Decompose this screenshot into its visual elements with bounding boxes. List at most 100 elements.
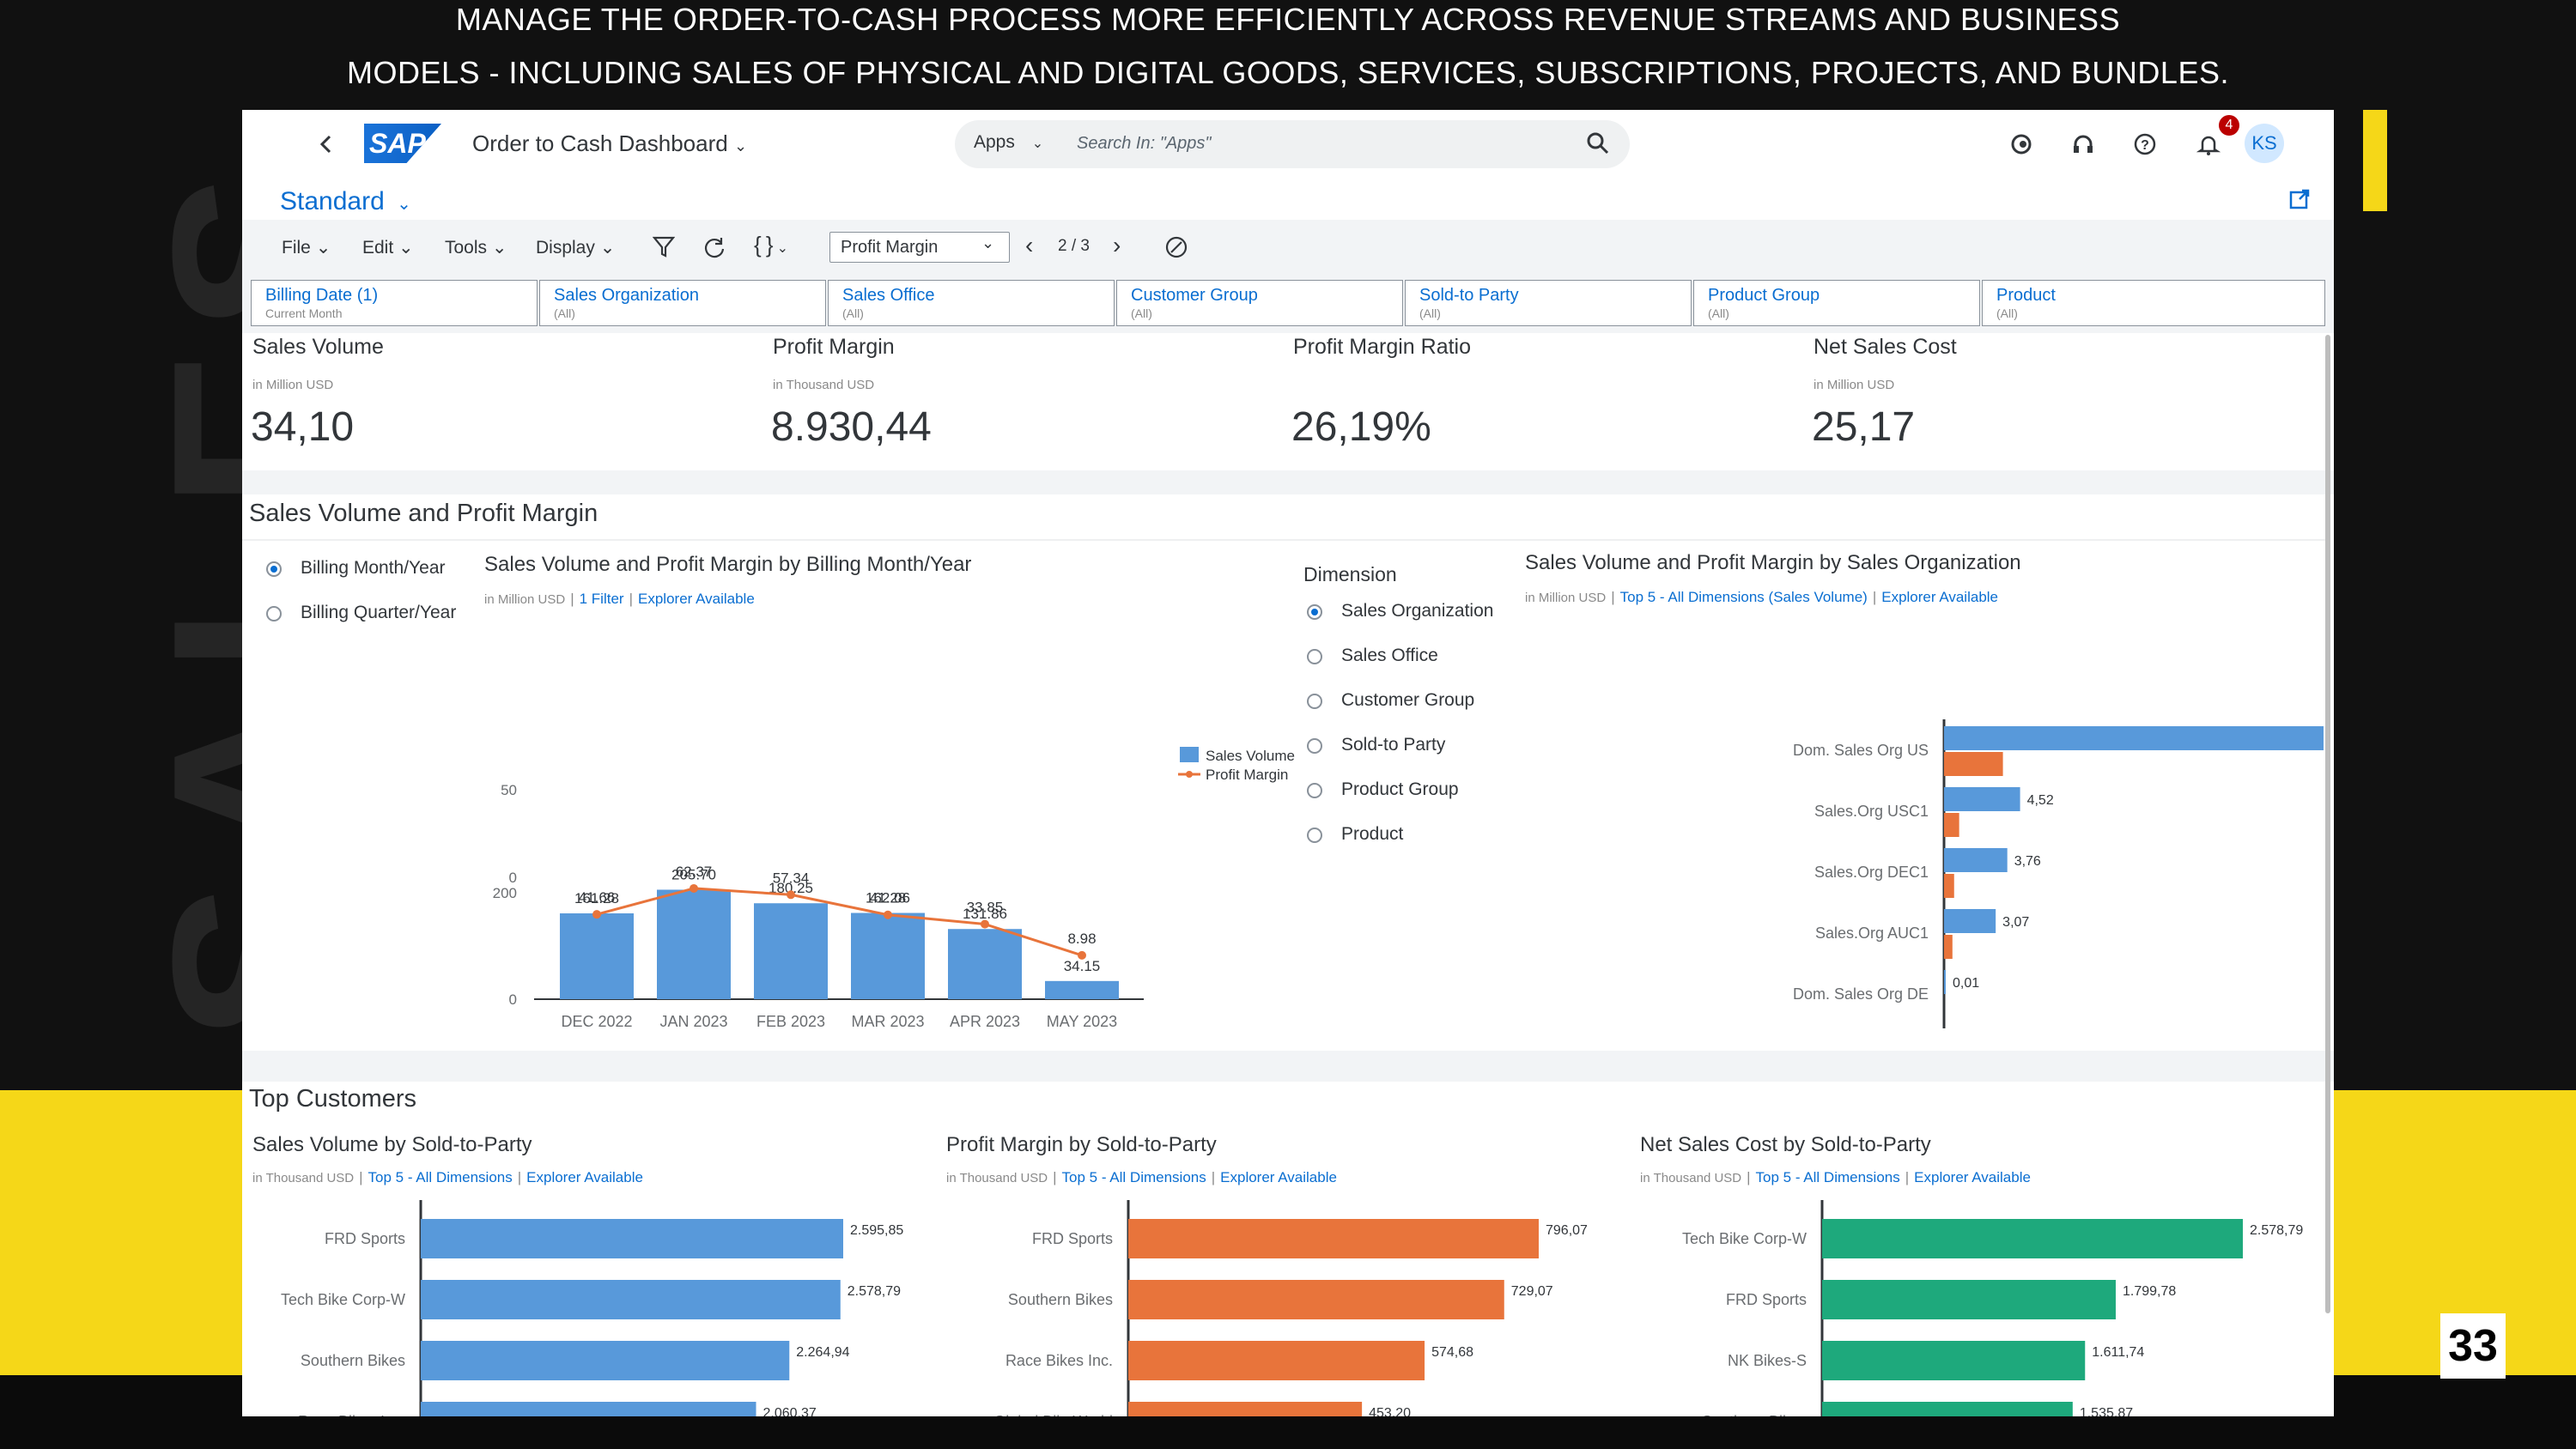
radio-label: Billing Quarter/Year xyxy=(301,603,457,622)
radio-billing-quarter-year[interactable] xyxy=(266,606,282,621)
page-number: 33 xyxy=(2440,1313,2506,1379)
bar-sales-volume xyxy=(948,929,1022,999)
bar-sales-volume xyxy=(1944,909,1996,933)
display-menu[interactable]: Display ⌄ xyxy=(536,237,615,258)
legend-label: Profit Margin xyxy=(1206,767,1288,783)
avatar[interactable]: KS xyxy=(2245,124,2284,163)
filter-label: Sales Office xyxy=(842,286,935,305)
radio-dimension-product[interactable] xyxy=(1307,828,1322,843)
chevron-down-icon: ⌄ xyxy=(1031,136,1044,151)
radio-dimension-sales-organization[interactable] xyxy=(1307,604,1322,620)
tools-menu[interactable]: Tools ⌄ xyxy=(445,237,507,258)
chart-title-org: Sales Volume and Profit Margin by Sales … xyxy=(1525,551,2021,574)
data-label: 729,07 xyxy=(1511,1284,1553,1299)
share-icon[interactable] xyxy=(2287,187,2312,215)
filter-customer-group[interactable]: Customer Group (All) xyxy=(1116,280,1403,326)
chart-org[interactable]: Dom. Sales Org US22,74Sales.Org USC14,52… xyxy=(1525,616,2324,1046)
previous-page-icon[interactable]: ‹ xyxy=(1025,232,1034,258)
variant-selector[interactable]: Standard ⌄ xyxy=(280,187,411,216)
bell-icon[interactable] xyxy=(2191,127,2226,161)
radio-billing-month-year[interactable] xyxy=(266,561,282,577)
filter-label: Product xyxy=(1996,286,2056,305)
refresh-icon[interactable] xyxy=(702,235,726,264)
radio-dimension-sales-office[interactable] xyxy=(1307,649,1322,664)
explorer-link[interactable]: Explorer Available xyxy=(526,1169,643,1185)
bar xyxy=(1128,1219,1539,1258)
file-menu[interactable]: File ⌄ xyxy=(282,237,331,258)
edit-menu[interactable]: Edit ⌄ xyxy=(362,237,414,258)
copilot-icon[interactable] xyxy=(2004,127,2038,161)
scrollbar[interactable] xyxy=(2325,335,2330,1313)
notification-badge: 4 xyxy=(2219,115,2239,136)
explorer-link[interactable]: Explorer Available xyxy=(1914,1169,2031,1185)
search-scope-select[interactable]: Apps ⌄ xyxy=(974,132,1043,153)
code-braces-icon[interactable]: { } ⌄ xyxy=(754,232,788,258)
explorer-link[interactable]: Explorer Available xyxy=(1881,589,1999,605)
filter-icon[interactable] xyxy=(652,235,676,264)
bar xyxy=(1822,1280,2116,1319)
pager-text: 2 / 3 xyxy=(1058,237,1090,255)
filter-product[interactable]: Product (All) xyxy=(1982,280,2325,326)
x-tick-label: APR 2023 xyxy=(950,1013,1020,1030)
search-input[interactable]: Search In: "Apps" xyxy=(1077,134,1212,153)
filter-sales-organization[interactable]: Sales Organization (All) xyxy=(539,280,826,326)
radio-label: Product Group xyxy=(1341,779,1459,799)
bar-sales-volume xyxy=(560,913,634,999)
data-label-sales-volume: 180.25 xyxy=(769,880,813,896)
data-label: 1.535,87 xyxy=(2080,1406,2133,1416)
radio-dimension-sold-to-party[interactable] xyxy=(1307,738,1322,754)
filter-billing-date[interactable]: Billing Date (1) Current Month xyxy=(251,280,538,326)
data-label: 1.611,74 xyxy=(2092,1345,2144,1360)
filter-sales-office[interactable]: Sales Office (All) xyxy=(828,280,1115,326)
search-icon[interactable] xyxy=(1585,130,1611,161)
chart-sales-volume-customer[interactable]: FRD Sports 2.595,85 Tech Bike Corp-W 2.578,… xyxy=(242,1198,929,1416)
app-title-text: Order to Cash Dashboard xyxy=(472,130,728,156)
measure-select[interactable]: Profit Margin ⌄ xyxy=(829,232,1010,263)
chart-unit: in Thousand USD xyxy=(946,1171,1048,1185)
headset-icon[interactable] xyxy=(2066,127,2100,161)
chart-net-sales-cost-customer[interactable]: Tech Bike Corp-W 2.578,79 FRD Sports 1.799,… xyxy=(1630,1198,2325,1416)
filter-label: Sold-to Party xyxy=(1419,286,1519,305)
data-label-sales-volume: 162.06 xyxy=(866,890,910,906)
kpi-unit: in Million USD xyxy=(1814,378,1895,392)
category-label: Tech Bike Corp-W xyxy=(281,1291,405,1308)
radio-dimension-customer-group[interactable] xyxy=(1307,694,1322,709)
point-profit-margin xyxy=(981,919,989,929)
back-icon[interactable] xyxy=(309,127,343,161)
top-link[interactable]: Top 5 - All Dimensions xyxy=(368,1169,513,1185)
top-link[interactable]: Top 5 - All Dimensions xyxy=(1061,1169,1206,1185)
bar xyxy=(1822,1402,2073,1416)
filter-product-group[interactable]: Product Group (All) xyxy=(1693,280,1980,326)
file-menu-label: File xyxy=(282,238,311,258)
top-link[interactable]: Top 5 - All Dimensions xyxy=(1755,1169,1900,1185)
next-page-icon[interactable]: › xyxy=(1113,232,1121,258)
bar-sales-volume xyxy=(1944,848,2008,872)
search-field[interactable]: Apps ⌄ Search In: "Apps" xyxy=(955,120,1630,168)
data-label-profit-margin: 41.66 xyxy=(579,889,616,906)
filter-sold-to-party[interactable]: Sold-to Party (All) xyxy=(1405,280,1692,326)
chevron-down-icon: ⌄ xyxy=(397,195,411,214)
category-label: NK Bikes-S xyxy=(1728,1352,1807,1369)
category-label: FRD Sports xyxy=(1032,1230,1113,1247)
explorer-link[interactable]: Explorer Available xyxy=(1220,1169,1337,1185)
help-icon[interactable]: ? xyxy=(2128,127,2162,161)
chart-title-profit-margin-customer: Profit Margin by Sold-to-Party xyxy=(946,1133,1217,1156)
x-tick-label: JAN 2023 xyxy=(659,1013,727,1030)
explorer-link[interactable]: Explorer Available xyxy=(638,591,755,607)
chart-unit: in Million USD xyxy=(484,592,566,607)
category-label: Sales.Org USC1 xyxy=(1814,803,1929,820)
data-label-profit-margin: 33.85 xyxy=(967,900,1004,916)
filter-value: (All) xyxy=(1996,306,2018,320)
yellow-accent xyxy=(2363,110,2387,211)
filter-link[interactable]: 1 Filter xyxy=(579,591,624,607)
radio-label: Sales Organization xyxy=(1341,601,1494,621)
settings-circle-icon[interactable] xyxy=(1164,235,1188,264)
app-title[interactable]: Order to Cash Dashboard ⌄ xyxy=(472,130,747,157)
radio-dimension-product-group[interactable] xyxy=(1307,783,1322,798)
top-link[interactable]: Top 5 - All Dimensions (Sales Volume) xyxy=(1619,589,1868,605)
section-divider xyxy=(242,470,2334,494)
sap-logo[interactable]: SAP xyxy=(364,124,441,163)
bar xyxy=(1822,1219,2243,1258)
chart-profit-margin-customer[interactable]: FRD Sports 796,07 Southern Bikes 729,07 Race… xyxy=(936,1198,1623,1416)
